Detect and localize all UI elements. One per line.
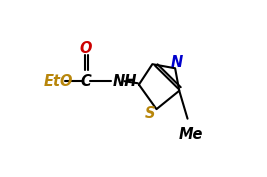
Text: C: C — [81, 74, 92, 89]
Text: S: S — [145, 106, 156, 121]
Text: NH: NH — [113, 74, 138, 89]
Text: O: O — [80, 41, 92, 56]
Text: EtO: EtO — [44, 74, 73, 89]
Text: N: N — [171, 55, 183, 70]
Text: Me: Me — [178, 127, 203, 142]
